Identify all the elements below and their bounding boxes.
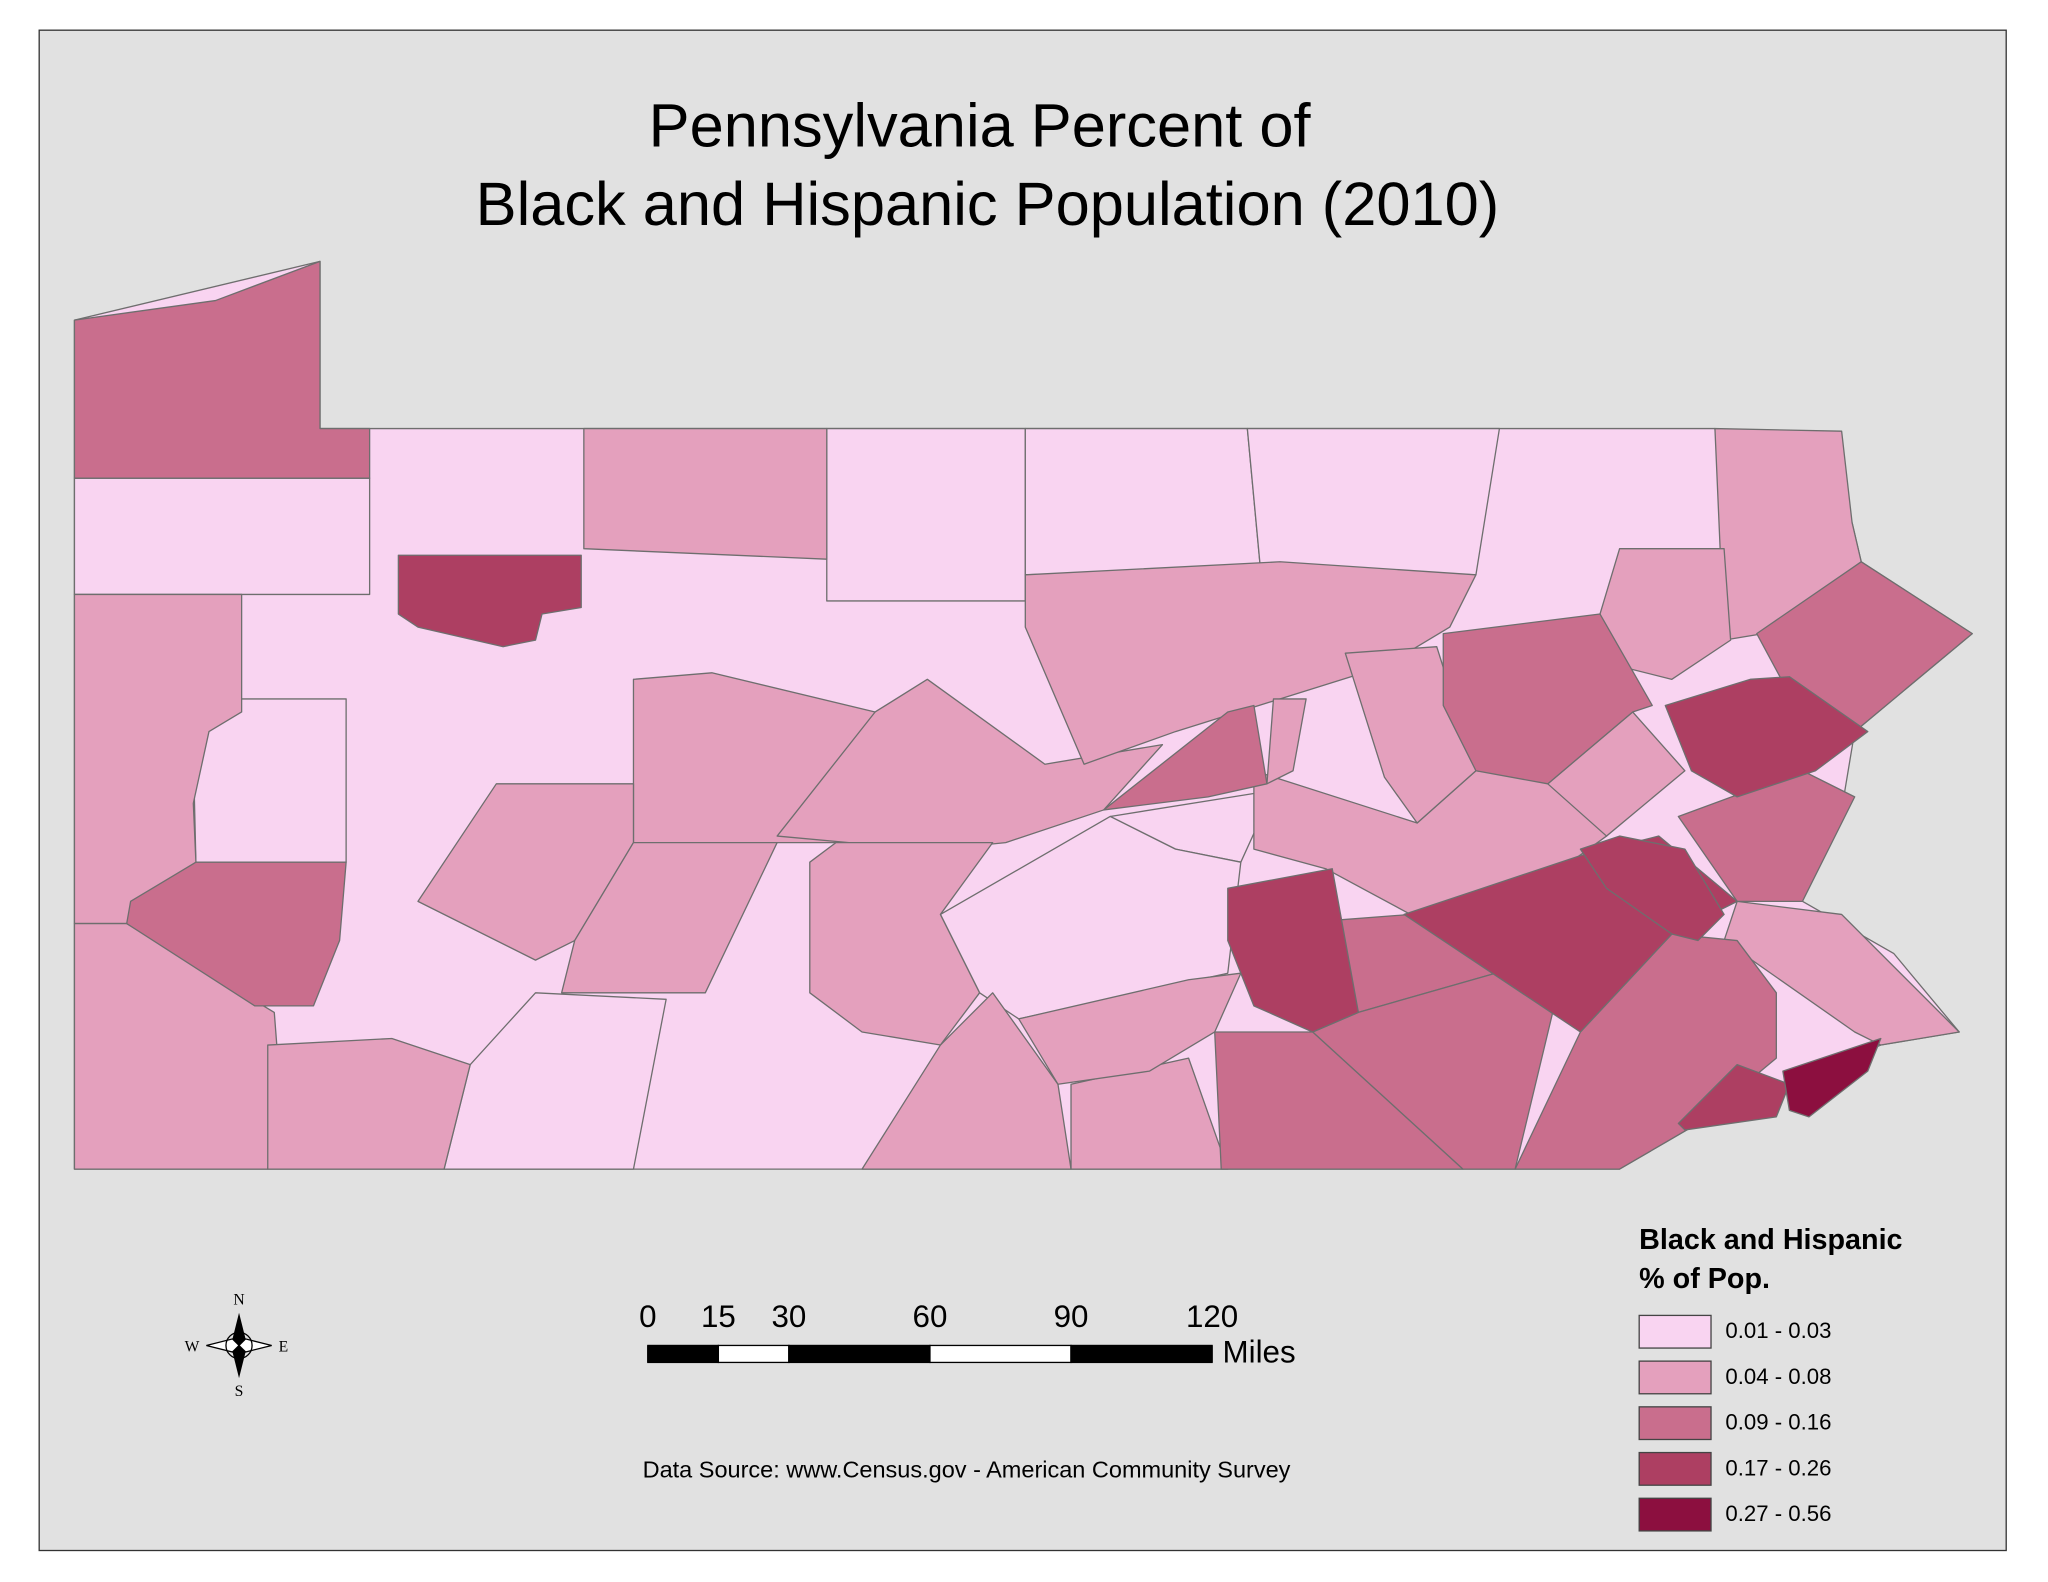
scale-label: 30 [771, 1299, 806, 1334]
compass-n: N [233, 1292, 244, 1309]
county [126, 861, 347, 1007]
legend-label: 0.09 - 0.16 [1725, 1410, 1831, 1435]
scale-label: 15 [701, 1299, 736, 1334]
compass-w: W [185, 1339, 200, 1356]
county [1266, 698, 1307, 785]
title-line: Pennsylvania Percent of [649, 91, 1312, 160]
legend-label: 0.27 - 0.56 [1725, 1501, 1831, 1526]
county [560, 841, 778, 994]
county [1442, 613, 1653, 785]
legend-label: 0.17 - 0.26 [1725, 1455, 1831, 1480]
scale-label: 60 [913, 1299, 948, 1334]
compass-point [238, 1338, 272, 1353]
county [826, 427, 1026, 602]
scale-label: 0 [639, 1299, 656, 1334]
legend-swatch [1638, 1406, 1712, 1441]
county [1782, 1037, 1882, 1118]
county [397, 554, 582, 648]
county [861, 992, 1072, 1170]
county [1214, 1031, 1464, 1170]
scale-segment [647, 1344, 720, 1364]
legend-label: 0.01 - 0.03 [1725, 1318, 1831, 1343]
scale-label: 120 [1186, 1299, 1238, 1334]
scale-segment [929, 1344, 1072, 1364]
county [1246, 427, 1501, 576]
legend: Black and Hispanic % of Pop. 0.01 - 0.03… [1638, 1224, 1903, 1532]
compass-point [232, 1312, 246, 1346]
county [1579, 835, 1725, 942]
scale-unit: Miles [1223, 1334, 1296, 1369]
compass-s: S [235, 1383, 244, 1400]
compass-point [232, 1345, 246, 1379]
scale-segment [717, 1344, 790, 1364]
county [1664, 676, 1869, 798]
legend-swatch [1638, 1360, 1712, 1395]
county [1677, 1063, 1791, 1131]
county [73, 260, 371, 479]
counties [73, 260, 1973, 1170]
county [1227, 868, 1360, 1033]
legend-title: % of Pop. [1639, 1263, 1770, 1295]
data-source: Data Source: www.Census.gov - American C… [643, 1456, 1291, 1482]
legend-label: 0.04 - 0.08 [1725, 1364, 1831, 1389]
title-line: Black and Hispanic Population (2010) [476, 170, 1500, 239]
scale-segment [788, 1344, 931, 1364]
county [1024, 427, 1262, 576]
county [583, 427, 828, 560]
county [73, 477, 371, 596]
county [1103, 704, 1268, 811]
scale-segment [1070, 1344, 1213, 1364]
scale-label: 90 [1054, 1299, 1089, 1334]
county [267, 1037, 471, 1170]
legend-swatch [1638, 1451, 1712, 1486]
county [809, 841, 994, 1046]
legend-title: Black and Hispanic [1639, 1224, 1902, 1256]
compass-e: E [279, 1339, 289, 1356]
legend-swatch [1638, 1497, 1712, 1532]
compass-ring [225, 1331, 253, 1360]
legend-swatch [1638, 1314, 1712, 1349]
compass: N S E W [185, 1292, 289, 1400]
